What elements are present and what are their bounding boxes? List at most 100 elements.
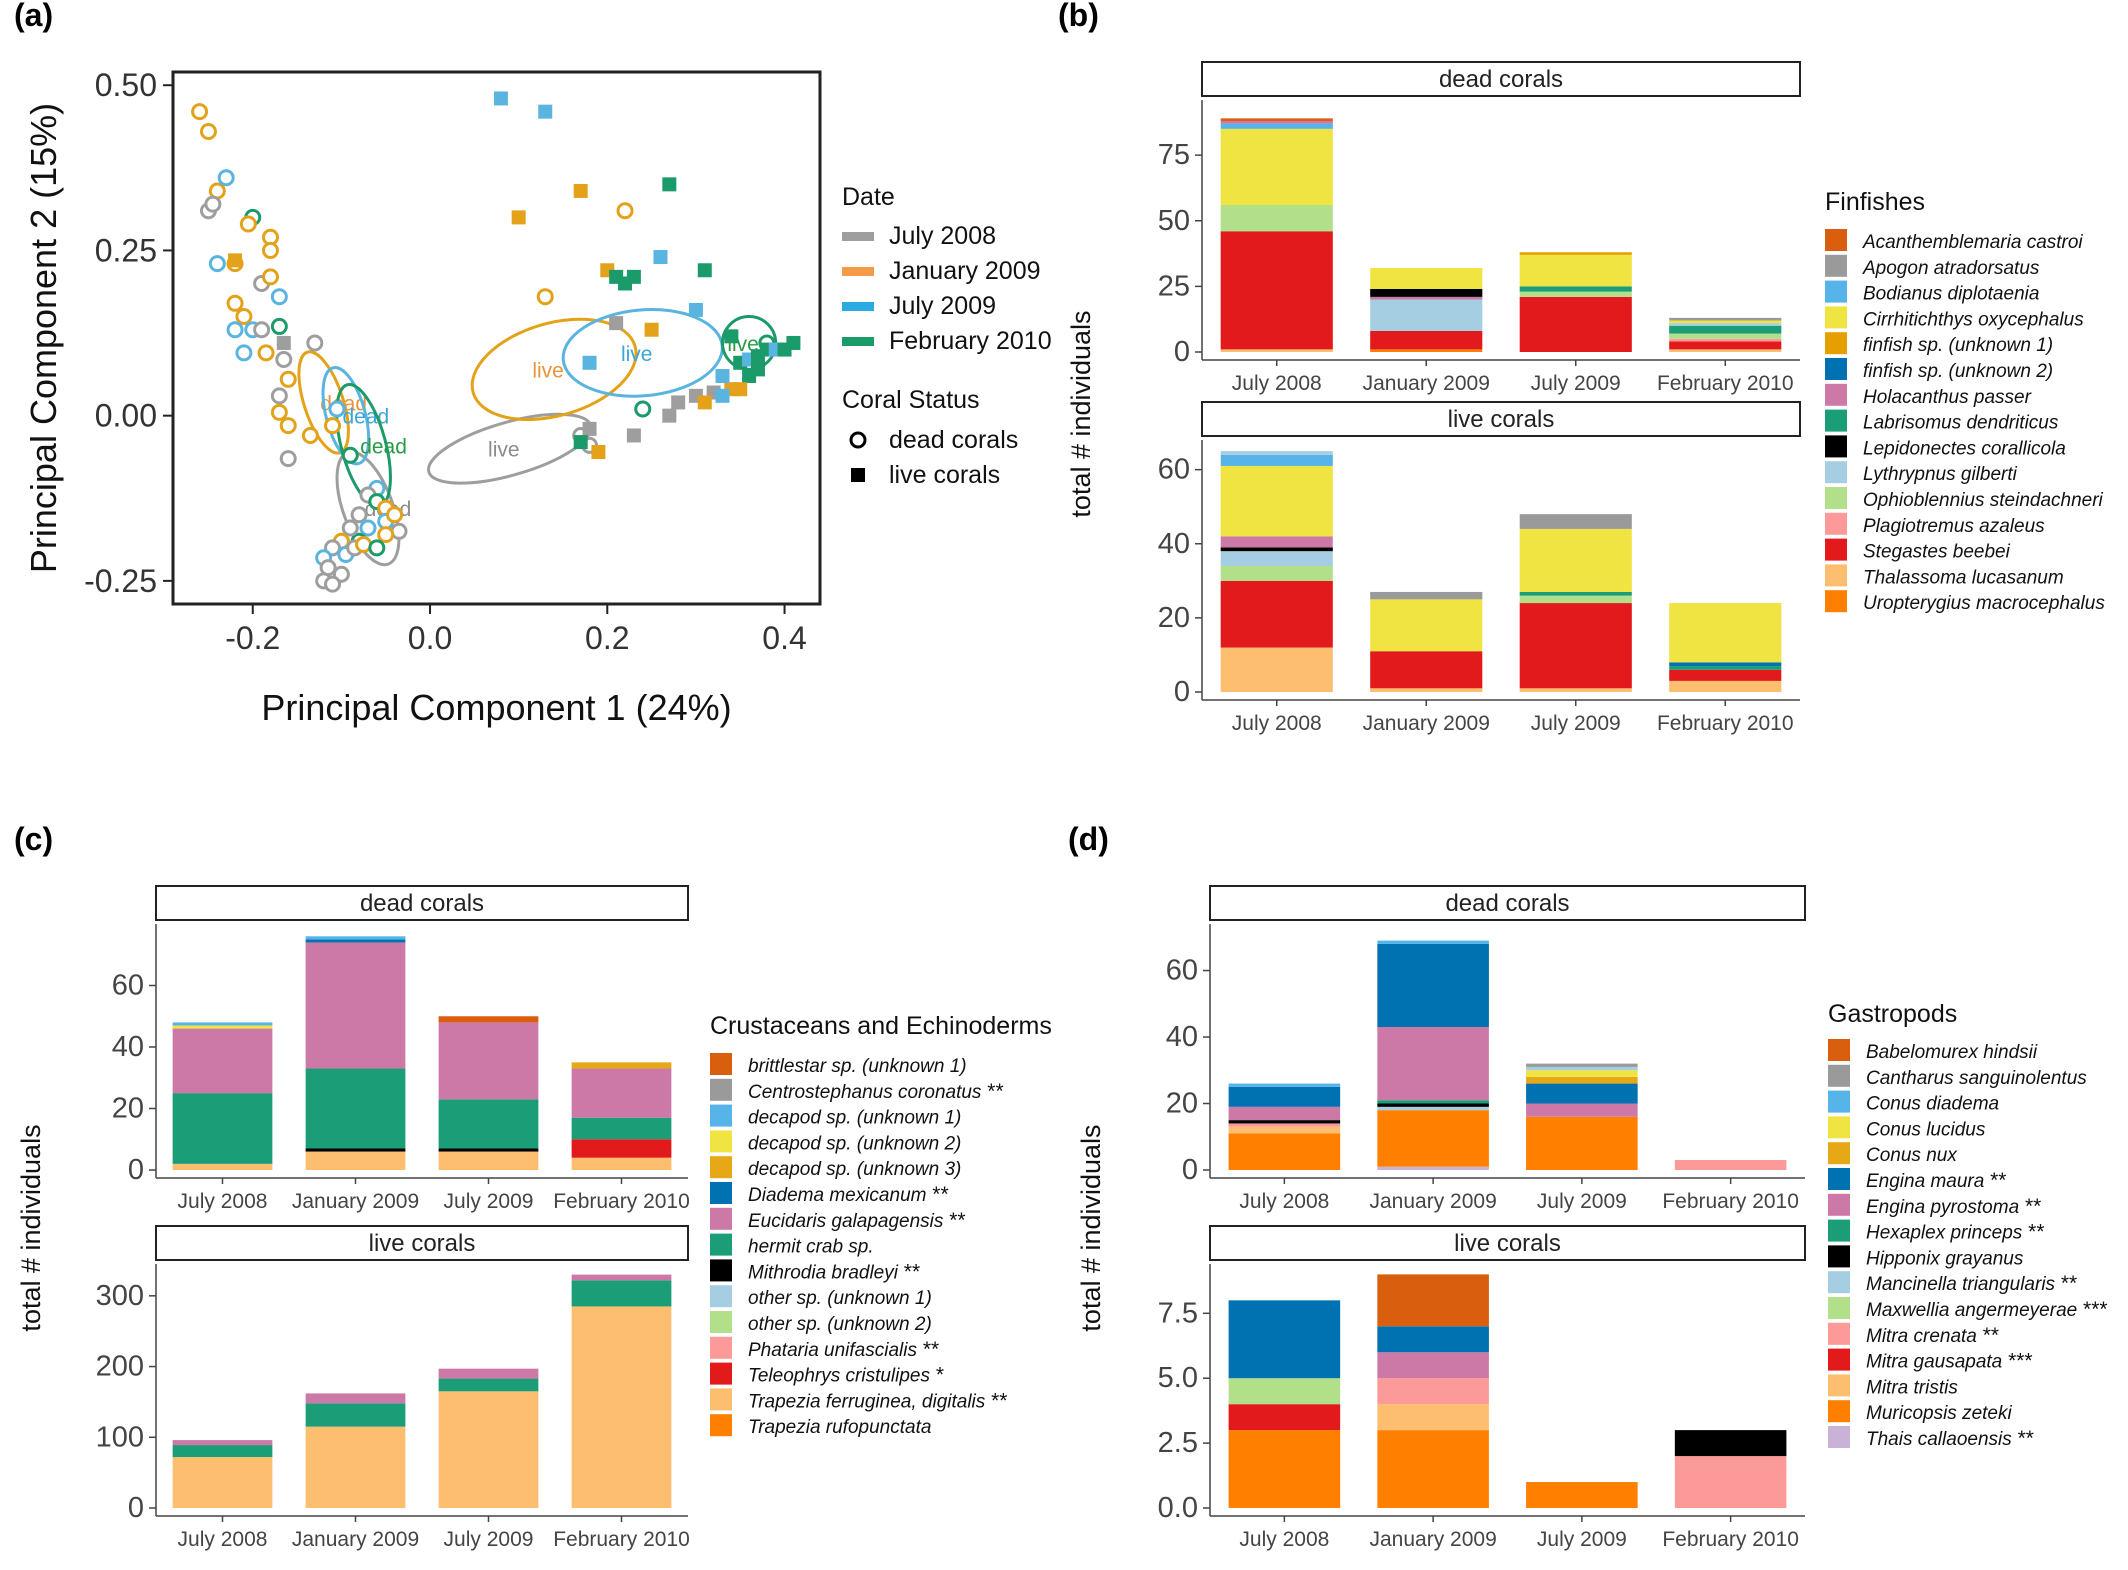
- legend-label-trapezia-ferruginea-digitalis: Trapezia ferruginea, digitalis **: [748, 1389, 1007, 1412]
- y-tick-label: 25: [1158, 270, 1190, 302]
- bar-segment-trapezia-ferruginea-digitalis-february-2010: [571, 1157, 672, 1170]
- legend-key-teleophrys-cristulipes: [710, 1362, 732, 1385]
- legend-key-ophioblennius-steindachneri: [1825, 487, 1847, 509]
- point-dead-january-2009: [191, 103, 209, 121]
- point-dead-january-2009: [324, 417, 342, 435]
- x-tick-label: July 2009: [1531, 712, 1621, 735]
- bar-segment-hipponix-grayanus-february-2010: [1674, 1430, 1787, 1457]
- legend-key-hermit-crab-sp: [710, 1233, 732, 1256]
- bar-segment-mithrodia-bradleyi-january-2009: [305, 1148, 406, 1152]
- y-tick-label: 0: [128, 1154, 144, 1186]
- bar-segment-finfish-sp-unknown-1-july-2009: [1519, 252, 1632, 255]
- point-dead-february-2010: [634, 400, 652, 418]
- point-dead-july-2009: [208, 255, 226, 273]
- bar-segment-stegastes-beebei-july-2008: [1220, 580, 1333, 648]
- legend-key-lepidonectes-corallicola: [1825, 435, 1847, 458]
- facet-strip-live-corals: [155, 1225, 689, 1261]
- legend-key-conus-nux: [1828, 1142, 1850, 1165]
- x-tick-label: July 2008: [178, 1190, 268, 1213]
- legend-label-conus-lucidus: Conus lucidus: [1866, 1119, 1986, 1140]
- bar-segment-hermit-crab-sp-february-2010: [571, 1117, 672, 1140]
- bar-segment-muricopsis-zeteki-january-2009: [1377, 1430, 1489, 1508]
- legend-key-mitra-gausapata: [1828, 1348, 1850, 1371]
- bar-segment-lepidonectes-corallicola-july-2008: [1220, 547, 1333, 552]
- facet-strip-label: live corals: [1454, 1230, 1561, 1257]
- x-tick-label: February 2010: [553, 1190, 690, 1213]
- legend-label-hipponix-grayanus: Hipponix grayanus: [1866, 1248, 2024, 1269]
- x-tick-label: -0.2: [225, 620, 280, 656]
- point-live-july-2009: [653, 250, 668, 265]
- bar-segment-apogon-atradorsatus-july-2009: [1519, 514, 1632, 529]
- point-live-july-2009: [688, 302, 703, 317]
- bar-segment-cirrhitichthys-oxycephalus-january-2009: [1370, 599, 1483, 652]
- legend-key-hipponix-grayanus: [1828, 1245, 1850, 1268]
- legend-title: Crustaceans and Echinoderms: [710, 1012, 1052, 1040]
- legend-label-engina-pyrostoma: Engina pyrostoma **: [1866, 1195, 2041, 1218]
- legend-label-conus-nux: Conus nux: [1866, 1145, 1958, 1166]
- point-dead-july-2009: [328, 400, 346, 418]
- bar-segment-hexaplex-princeps-january-2009: [1377, 1100, 1489, 1104]
- legend-key-stegastes-beebei: [1825, 538, 1847, 561]
- legend-key-conus-diadema: [1828, 1090, 1850, 1113]
- legend-label-thais-callaoensis: Thais callaoensis **: [1866, 1427, 2034, 1450]
- bar-segment-eucidaris-galapagensis-july-2008: [172, 1028, 273, 1094]
- point-dead-january-2009: [301, 426, 319, 444]
- bar-segment-conus-lucidus-july-2009: [1526, 1070, 1638, 1077]
- bar-segment-labrisomus-dendriticus-july-2009: [1519, 591, 1632, 596]
- point-dead-july-2008: [279, 450, 297, 468]
- panel-label-a: (a): [14, 0, 53, 33]
- point-dead-july-2009: [226, 321, 244, 339]
- legend-significance-engina-maura: **: [1984, 1169, 2006, 1192]
- facet-strip-label: dead corals: [1439, 66, 1563, 93]
- facet-strip-label: dead corals: [1445, 890, 1569, 917]
- legend-label-july-2008: July 2008: [889, 222, 996, 250]
- bar-segment-holacanthus-passer-january-2009: [1370, 296, 1483, 300]
- point-dead-july-2008: [270, 387, 288, 405]
- point-dead-january-2009: [257, 344, 275, 362]
- x-axis-title: Principal Component 1 (24%): [261, 687, 731, 728]
- y-tick-label: 0: [1174, 676, 1190, 708]
- bar-segment-mitra-crenata-january-2009: [1377, 1378, 1489, 1405]
- facet-strip-label: dead corals: [360, 890, 484, 917]
- legend-label-february-2010: February 2010: [889, 327, 1052, 355]
- y-tick-label: 0.25: [95, 232, 157, 268]
- legend-key-thalassoma-lucasanum: [1825, 564, 1847, 587]
- bar-segment-trapezia-ferruginea-digitalis-july-2009: [438, 1391, 539, 1508]
- bar-segment-hermit-crab-sp-january-2009: [305, 1403, 406, 1427]
- bar-segment-plagiotremus-azaleus-february-2010: [1669, 338, 1782, 342]
- bar-segment-stegastes-beebei-february-2010: [1669, 669, 1782, 681]
- legend-label-bodianus-diplotaenia: Bodianus diplotaenia: [1863, 284, 2039, 305]
- legend-key-dead: [849, 431, 867, 449]
- facet-strip-dead-corals: [1201, 61, 1801, 97]
- legend-key-apogon-atradorsatus: [1825, 254, 1847, 277]
- legend-significance-engina-pyrostoma: **: [2019, 1195, 2041, 1218]
- bar-segment-ophioblennius-steindachneri-july-2009: [1519, 595, 1632, 604]
- legend-label-plagiotremus-azaleus: Plagiotremus azaleus: [1863, 516, 2045, 537]
- legend-label-eucidaris-galapagensis: Eucidaris galapagensis **: [748, 1209, 966, 1232]
- legend-label-cirrhitichthys-oxycephalus: Cirrhitichthys oxycephalus: [1863, 309, 2084, 330]
- legend-key-phataria-unifascialis: [710, 1336, 732, 1359]
- y-tick-label: 40: [1158, 528, 1190, 560]
- bar-segment-cirrhitichthys-oxycephalus-july-2009: [1519, 528, 1632, 592]
- point-live-january-2009: [511, 210, 526, 225]
- bar-segment-engina-maura-january-2009: [1377, 943, 1489, 1028]
- point-live-february-2010: [626, 269, 641, 284]
- y-tick-label: 20: [112, 1093, 144, 1125]
- y-tick-label: 300: [96, 1280, 144, 1312]
- bar-segment-mitra-gausapata-july-2008: [1228, 1404, 1341, 1431]
- x-tick-label: February 2010: [1662, 1528, 1799, 1551]
- bar-segment-cirrhitichthys-oxycephalus-february-2010: [1669, 603, 1782, 663]
- bar-segment-stegastes-beebei-january-2009: [1370, 331, 1483, 350]
- legend-key-mitra-crenata: [1828, 1322, 1850, 1345]
- bar-segment-brittlestar-sp-unknown-1-july-2009: [438, 1016, 539, 1023]
- legend-key-cirrhitichthys-oxycephalus: [1825, 306, 1847, 329]
- legend-label-stegastes-beebei: Stegastes beebei: [1863, 542, 2011, 563]
- legend-significance-mithrodia-bradleyi: **: [898, 1260, 920, 1283]
- legend-key-brittlestar-sp-unknown-1: [710, 1053, 732, 1075]
- point-dead-july-2008: [324, 575, 342, 593]
- y-tick-label: 100: [96, 1421, 144, 1453]
- legend-label-dead-corals: dead corals: [889, 426, 1018, 454]
- legend-significance-phataria-unifascialis: **: [917, 1338, 939, 1361]
- legend-label-brittlestar-sp-unknown-1: brittlestar sp. (unknown 1): [748, 1056, 967, 1077]
- point-dead-july-2008: [341, 519, 359, 537]
